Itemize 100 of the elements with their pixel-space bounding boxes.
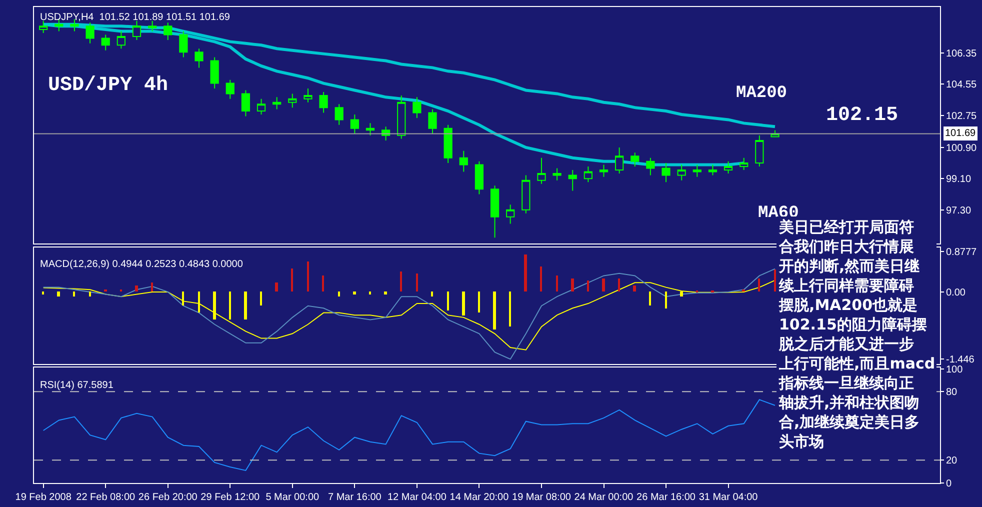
x-tick-label: 26 Feb 20:00 bbox=[138, 492, 198, 503]
candlestick bbox=[164, 22, 172, 40]
bar bbox=[260, 291, 262, 306]
bar bbox=[275, 282, 278, 292]
candlestick bbox=[412, 96, 422, 118]
candlestick bbox=[241, 90, 250, 117]
annotation: USDJPY,H4 101.52 101.89 101.51 101.69 bbox=[40, 12, 230, 23]
annotation: 轴拔升,并和柱状图吻 bbox=[778, 394, 920, 412]
bar bbox=[182, 291, 184, 306]
bar bbox=[338, 291, 340, 296]
candlestick bbox=[210, 56, 219, 89]
bar bbox=[73, 291, 75, 296]
bar bbox=[649, 291, 651, 306]
bar bbox=[540, 266, 542, 292]
annotation: 头市场 bbox=[779, 432, 824, 450]
x-tick-label: 19 Mar 08:00 bbox=[512, 492, 572, 503]
candlestick bbox=[350, 114, 359, 134]
bar bbox=[774, 269, 776, 292]
x-tick-label: 7 Mar 16:00 bbox=[328, 492, 382, 503]
candlestick bbox=[724, 160, 733, 174]
line-series bbox=[42, 268, 776, 360]
candlestick bbox=[459, 150, 468, 172]
x-tick-label: 31 Mar 04:00 bbox=[698, 492, 758, 503]
annotation: 102.15的阻力障碍摆 bbox=[779, 316, 927, 334]
bar bbox=[353, 291, 356, 294]
bar bbox=[229, 291, 231, 320]
x-tick-label: 26 Mar 16:00 bbox=[636, 492, 696, 503]
candlestick bbox=[646, 157, 655, 176]
x-tick-label: 24 Mar 00:00 bbox=[574, 492, 634, 503]
candlestick bbox=[366, 122, 375, 136]
annotation: 摆脱,MA200也就是 bbox=[778, 296, 918, 314]
bar bbox=[42, 291, 44, 294]
x-tick-label: 12 Mar 04:00 bbox=[387, 492, 447, 503]
text: 102.15 bbox=[826, 104, 898, 127]
bar bbox=[509, 291, 511, 326]
bar bbox=[478, 291, 480, 312]
candlestick bbox=[194, 48, 204, 68]
candlestick bbox=[755, 134, 764, 168]
bar bbox=[244, 291, 247, 320]
y-tick-label: 0.00 bbox=[946, 287, 966, 298]
annotation: 脱之后才能又进一步 bbox=[778, 335, 914, 353]
y-tick-label: -1.446 bbox=[946, 354, 975, 366]
bar bbox=[57, 291, 60, 296]
line-series bbox=[42, 280, 776, 350]
bar bbox=[431, 291, 433, 296]
annotation: 合我们昨日大行情展 bbox=[778, 238, 914, 256]
candlestick bbox=[334, 104, 344, 126]
bar bbox=[680, 291, 683, 296]
annotation: MACD(12,26,9) 0.4944 0.2523 0.4843 0.0000 bbox=[40, 259, 244, 270]
bar bbox=[291, 268, 293, 292]
candlestick bbox=[522, 174, 530, 214]
bar bbox=[556, 275, 558, 292]
candlestick bbox=[319, 91, 328, 114]
y-tick-label: 20 bbox=[946, 456, 958, 467]
candlestick bbox=[86, 22, 94, 44]
bar bbox=[493, 291, 496, 330]
y-tick-label: 0.8777 bbox=[946, 246, 978, 258]
candlestick bbox=[39, 20, 48, 34]
candlestick bbox=[116, 30, 126, 50]
bar bbox=[524, 254, 527, 292]
annotation: RSI(14) 67.5891 bbox=[40, 380, 114, 391]
candlestick bbox=[584, 166, 592, 183]
candlestick bbox=[677, 164, 686, 181]
bar bbox=[665, 291, 667, 308]
x-tick-label: 14 Mar 20:00 bbox=[450, 492, 510, 503]
y-tick-label: 104.55 bbox=[946, 80, 978, 91]
bar bbox=[151, 282, 153, 292]
candlestick bbox=[662, 162, 670, 183]
bar bbox=[602, 278, 605, 292]
bar bbox=[213, 291, 216, 320]
candlestick bbox=[708, 164, 718, 176]
x-tick-label: 29 Feb 12:00 bbox=[200, 492, 260, 503]
y-tick-label: 100.90 bbox=[946, 142, 978, 154]
bar bbox=[135, 285, 138, 292]
annotation: USD/JPY 4h bbox=[48, 74, 168, 97]
bar bbox=[416, 273, 418, 292]
candlestick bbox=[740, 157, 748, 170]
annotation: 指标线一旦继续向正 bbox=[778, 374, 914, 392]
annotation: 开的判断,然而美日继 bbox=[778, 257, 920, 275]
ref-line-label: 101.69 bbox=[945, 128, 976, 139]
candlestick bbox=[537, 157, 546, 184]
candlestick bbox=[288, 93, 297, 108]
candlestick bbox=[179, 30, 188, 58]
bar bbox=[400, 271, 402, 292]
candlestick bbox=[615, 146, 624, 174]
candlestick bbox=[568, 170, 577, 192]
candlestick bbox=[552, 168, 562, 181]
bar bbox=[384, 291, 387, 294]
candlestick bbox=[506, 204, 515, 224]
annotation: MA200 bbox=[736, 84, 788, 103]
candlestick bbox=[474, 160, 484, 195]
y-tick-label: 97.30 bbox=[946, 205, 972, 216]
candlestick bbox=[630, 152, 640, 168]
bar bbox=[322, 275, 324, 292]
candlestick bbox=[490, 185, 500, 238]
bar bbox=[307, 261, 309, 292]
y-tick-label: 100 bbox=[946, 364, 964, 376]
candlestick bbox=[132, 20, 142, 40]
bar bbox=[462, 291, 465, 316]
annotation: 上行可能性,而且macd bbox=[778, 354, 936, 372]
